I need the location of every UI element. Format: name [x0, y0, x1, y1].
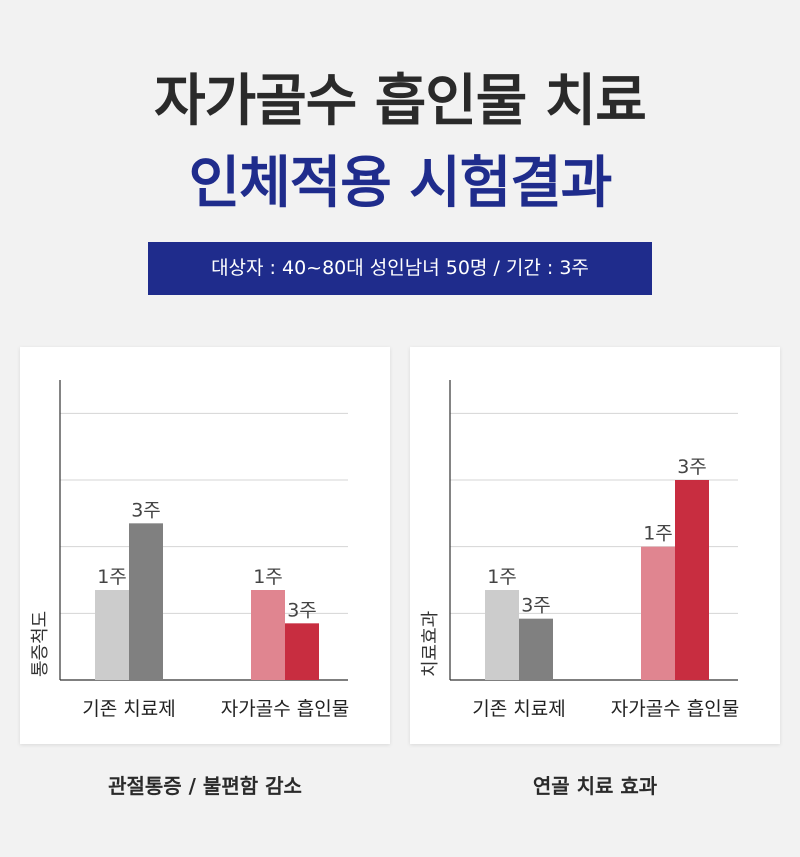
bar-0-1	[129, 523, 163, 680]
pain-chart-caption: 관절통증 / 불편함 감소	[108, 774, 302, 798]
subject-period-banner: 대상자 : 40~80대 성인남녀 50명 / 기간 : 3주	[148, 242, 652, 295]
bar-value-label: 3주	[131, 499, 161, 521]
bar-0-0	[95, 590, 129, 680]
bar-value-label: 1주	[97, 566, 127, 588]
bar-1-1	[675, 480, 709, 680]
bar-value-label: 1주	[643, 523, 673, 545]
category-label: 기존 치료제	[472, 698, 565, 720]
category-label: 기존 치료제	[82, 698, 175, 720]
bar-value-label: 3주	[521, 595, 551, 617]
bar-1-1	[285, 623, 319, 680]
title-line-1: 자가골수 흡인물 치료	[154, 69, 647, 134]
pain-chart-card: 통증척도 1주 3주 기존 치료제 1주 3주 자가골수 흡인물	[20, 347, 390, 744]
bar-value-label: 3주	[287, 599, 317, 621]
category-label: 자가골수 흡인물	[611, 698, 739, 720]
title-line-2: 인체적용 시험결과	[188, 151, 613, 216]
bar-value-label: 1주	[487, 566, 517, 588]
y-axis-label: 통증척도	[30, 611, 51, 677]
category-label: 자가골수 흡인물	[221, 698, 349, 720]
cartilage-chart-caption: 연골 치료 효과	[532, 774, 658, 798]
y-axis-label: 치료효과	[420, 611, 441, 677]
bar-1-0	[641, 546, 675, 680]
bar-0-1	[519, 618, 553, 680]
bar-0-0	[485, 590, 519, 680]
cartilage-chart-card: 치료효과 1주 3주 기존 치료제 1주 3주 자가골수 흡인물	[410, 347, 780, 744]
bar-value-label: 3주	[677, 456, 707, 478]
bar-value-label: 1주	[253, 566, 283, 588]
bar-1-0	[251, 590, 285, 680]
